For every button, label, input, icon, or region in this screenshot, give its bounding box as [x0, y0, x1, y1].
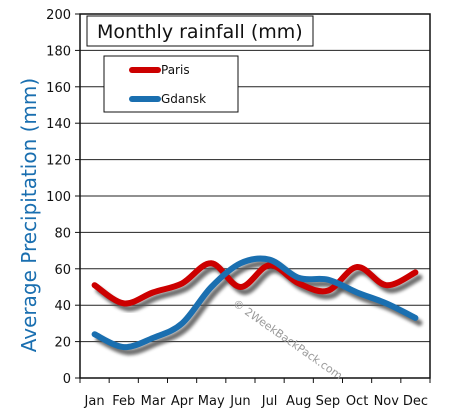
legend-label-paris: Paris	[161, 63, 190, 77]
legend-label-gdansk: Gdansk	[161, 92, 206, 106]
y-tick-label: 160	[46, 81, 71, 96]
y-tick-label: 100	[46, 190, 71, 205]
legend: Paris Gdansk	[103, 55, 239, 113]
y-tick-label: 20	[54, 336, 71, 351]
watermark: © 2WeekBackPack.com	[230, 297, 344, 383]
y-tick-label: 120	[46, 154, 71, 169]
x-tick-label: Nov	[374, 394, 400, 409]
y-axis-ticks: 0 20 40 60 80 100 120 140 160 180 200	[46, 8, 80, 387]
x-tick-label: May	[198, 394, 225, 409]
x-tick-label: Dec	[403, 394, 428, 409]
y-tick-label: 40	[54, 299, 71, 314]
x-tick-label: Apr	[171, 394, 194, 409]
series-shadow-gdansk	[95, 260, 423, 356]
x-tick-label: Oct	[346, 394, 368, 409]
y-tick-label: 200	[46, 8, 71, 23]
x-axis-ticks: Jan Feb Mar Apr May Jun Jul Aug Sep Oct Nov Dec	[79, 378, 431, 409]
y-tick-label: 60	[54, 263, 71, 278]
series-line-gdansk	[91, 255, 419, 351]
chart-title: Monthly rainfall (mm)	[97, 21, 303, 43]
y-tick-label: 80	[54, 226, 71, 241]
x-tick-label: Jun	[229, 394, 250, 409]
series-lines	[91, 255, 419, 351]
x-tick-label: Aug	[286, 394, 311, 409]
y-axis-label: Average Precipitation (mm)	[17, 78, 41, 352]
series-line-paris	[91, 260, 419, 307]
x-tick-label: Sep	[316, 394, 341, 409]
x-tick-label: Jul	[261, 394, 278, 409]
x-tick-label: Mar	[141, 394, 166, 409]
x-tick-label: Jan	[84, 394, 105, 409]
y-tick-label: 140	[46, 117, 71, 132]
x-tick-label: Feb	[112, 394, 135, 409]
y-tick-label: 180	[46, 44, 71, 59]
y-tick-label: 0	[63, 372, 71, 387]
title-box: Monthly rainfall (mm)	[86, 15, 314, 47]
